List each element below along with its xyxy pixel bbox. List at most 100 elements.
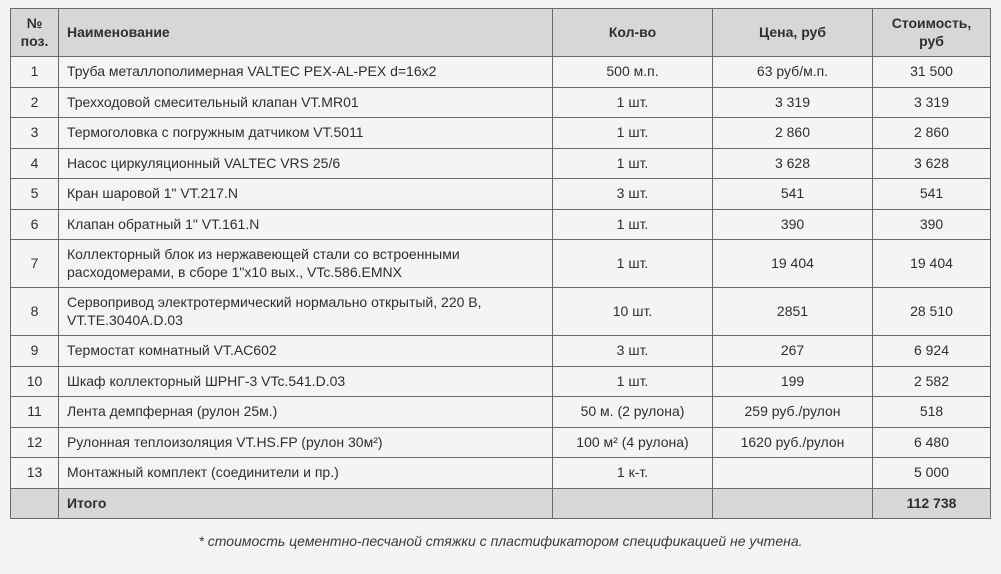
cell-cost: 19 404 bbox=[873, 240, 991, 288]
header-qty: Кол-во bbox=[553, 9, 713, 57]
table-row: 13Монтажный комплект (соединители и пр.)… bbox=[11, 458, 991, 489]
header-row: № поз. Наименование Кол-во Цена, руб Сто… bbox=[11, 9, 991, 57]
cell-cost: 6 480 bbox=[873, 427, 991, 458]
cell-price: 541 bbox=[713, 179, 873, 210]
cell-pos: 11 bbox=[11, 397, 59, 428]
table-head: № поз. Наименование Кол-во Цена, руб Сто… bbox=[11, 9, 991, 57]
cell-qty: 100 м² (4 рулона) bbox=[553, 427, 713, 458]
cell-price: 267 bbox=[713, 336, 873, 367]
cell-pos: 1 bbox=[11, 57, 59, 88]
cell-pos: 2 bbox=[11, 87, 59, 118]
header-price: Цена, руб bbox=[713, 9, 873, 57]
cell-cost: 390 bbox=[873, 209, 991, 240]
cell-price: 3 628 bbox=[713, 148, 873, 179]
cell-price: 3 319 bbox=[713, 87, 873, 118]
cell-qty: 3 шт. bbox=[553, 336, 713, 367]
table-row: 8Сервопривод электротермический нормальн… bbox=[11, 288, 991, 336]
table-row: 9Термостат комнатный VT.AC6023 шт.2676 9… bbox=[11, 336, 991, 367]
header-name: Наименование bbox=[59, 9, 553, 57]
cell-cost: 2 582 bbox=[873, 366, 991, 397]
cell-cost: 518 bbox=[873, 397, 991, 428]
cell-qty: 1 шт. bbox=[553, 240, 713, 288]
header-pos-line1: № bbox=[27, 15, 43, 31]
total-price bbox=[713, 488, 873, 519]
table-body: 1Труба металлополимерная VALTEC PEX-AL-P… bbox=[11, 57, 991, 519]
cell-price: 2 860 bbox=[713, 118, 873, 149]
cell-qty: 50 м. (2 рулона) bbox=[553, 397, 713, 428]
cell-name: Рулонная теплоизоляция VT.HS.FP (рулон 3… bbox=[59, 427, 553, 458]
page: № поз. Наименование Кол-во Цена, руб Сто… bbox=[0, 0, 1001, 561]
cell-cost: 6 924 bbox=[873, 336, 991, 367]
cell-name: Насос циркуляционный VALTEC VRS 25/6 bbox=[59, 148, 553, 179]
total-qty bbox=[553, 488, 713, 519]
cell-qty: 1 шт. bbox=[553, 118, 713, 149]
cell-qty: 1 шт. bbox=[553, 87, 713, 118]
cell-qty: 500 м.п. bbox=[553, 57, 713, 88]
cell-pos: 12 bbox=[11, 427, 59, 458]
header-cost: Стоимость, руб bbox=[873, 9, 991, 57]
header-name-label: Наименование bbox=[67, 24, 170, 40]
table-row: 4Насос циркуляционный VALTEC VRS 25/61 ш… bbox=[11, 148, 991, 179]
cell-price: 390 bbox=[713, 209, 873, 240]
table-row: 11Лента демпферная (рулон 25м.)50 м. (2 … bbox=[11, 397, 991, 428]
cell-qty: 1 шт. bbox=[553, 148, 713, 179]
cell-price: 2851 bbox=[713, 288, 873, 336]
cell-pos: 10 bbox=[11, 366, 59, 397]
cell-cost: 31 500 bbox=[873, 57, 991, 88]
cell-price: 63 руб/м.п. bbox=[713, 57, 873, 88]
header-cost-line2: руб bbox=[919, 33, 944, 49]
cell-qty: 10 шт. bbox=[553, 288, 713, 336]
spec-table: № поз. Наименование Кол-во Цена, руб Сто… bbox=[10, 8, 991, 519]
cell-name: Клапан обратный 1" VT.161.N bbox=[59, 209, 553, 240]
cell-qty: 1 шт. bbox=[553, 366, 713, 397]
cell-cost: 3 628 bbox=[873, 148, 991, 179]
cell-price: 259 руб./рулон bbox=[713, 397, 873, 428]
cell-cost: 5 000 bbox=[873, 458, 991, 489]
header-pos: № поз. bbox=[11, 9, 59, 57]
cell-name: Термостат комнатный VT.AC602 bbox=[59, 336, 553, 367]
cell-cost: 541 bbox=[873, 179, 991, 210]
header-pos-line2: поз. bbox=[21, 33, 49, 49]
cell-price: 19 404 bbox=[713, 240, 873, 288]
cell-name: Шкаф коллекторный ШРНГ-3 VTc.541.D.03 bbox=[59, 366, 553, 397]
total-label: Итого bbox=[59, 488, 553, 519]
total-pos bbox=[11, 488, 59, 519]
cell-pos: 6 bbox=[11, 209, 59, 240]
cell-name: Коллекторный блок из нержавеющей стали с… bbox=[59, 240, 553, 288]
cell-pos: 13 bbox=[11, 458, 59, 489]
header-cost-line1: Стоимость, bbox=[892, 15, 972, 31]
table-row: 1Труба металлополимерная VALTEC PEX-AL-P… bbox=[11, 57, 991, 88]
table-row: 10Шкаф коллекторный ШРНГ-3 VTc.541.D.031… bbox=[11, 366, 991, 397]
cell-name: Монтажный комплект (соединители и пр.) bbox=[59, 458, 553, 489]
cell-name: Труба металлополимерная VALTEC PEX-AL-PE… bbox=[59, 57, 553, 88]
cell-pos: 8 bbox=[11, 288, 59, 336]
cell-name: Лента демпферная (рулон 25м.) bbox=[59, 397, 553, 428]
cell-name: Трехходовой смесительный клапан VT.MR01 bbox=[59, 87, 553, 118]
table-row: 3Термоголовка с погружным датчиком VT.50… bbox=[11, 118, 991, 149]
cell-price: 199 bbox=[713, 366, 873, 397]
cell-pos: 5 bbox=[11, 179, 59, 210]
cell-pos: 4 bbox=[11, 148, 59, 179]
cell-qty: 3 шт. bbox=[553, 179, 713, 210]
cell-cost: 28 510 bbox=[873, 288, 991, 336]
table-row: 5Кран шаровой 1" VT.217.N3 шт.541541 bbox=[11, 179, 991, 210]
cell-name: Термоголовка с погружным датчиком VT.501… bbox=[59, 118, 553, 149]
cell-cost: 3 319 bbox=[873, 87, 991, 118]
table-row: 2Трехходовой смесительный клапан VT.MR01… bbox=[11, 87, 991, 118]
table-row: 12Рулонная теплоизоляция VT.HS.FP (рулон… bbox=[11, 427, 991, 458]
total-cost: 112 738 bbox=[873, 488, 991, 519]
total-row: Итого 112 738 bbox=[11, 488, 991, 519]
cell-name: Кран шаровой 1" VT.217.N bbox=[59, 179, 553, 210]
cell-pos: 9 bbox=[11, 336, 59, 367]
cell-price: 1620 руб./рулон bbox=[713, 427, 873, 458]
cell-price bbox=[713, 458, 873, 489]
cell-name: Сервопривод электротермический нормально… bbox=[59, 288, 553, 336]
table-row: 7Коллекторный блок из нержавеющей стали … bbox=[11, 240, 991, 288]
header-qty-label: Кол-во bbox=[609, 24, 656, 40]
cell-pos: 7 bbox=[11, 240, 59, 288]
cell-qty: 1 к-т. bbox=[553, 458, 713, 489]
table-row: 6Клапан обратный 1" VT.161.N1 шт.390390 bbox=[11, 209, 991, 240]
cell-cost: 2 860 bbox=[873, 118, 991, 149]
header-price-label: Цена, руб bbox=[759, 24, 826, 40]
footnote: * стоимость цементно-песчаной стяжки с п… bbox=[10, 533, 991, 549]
